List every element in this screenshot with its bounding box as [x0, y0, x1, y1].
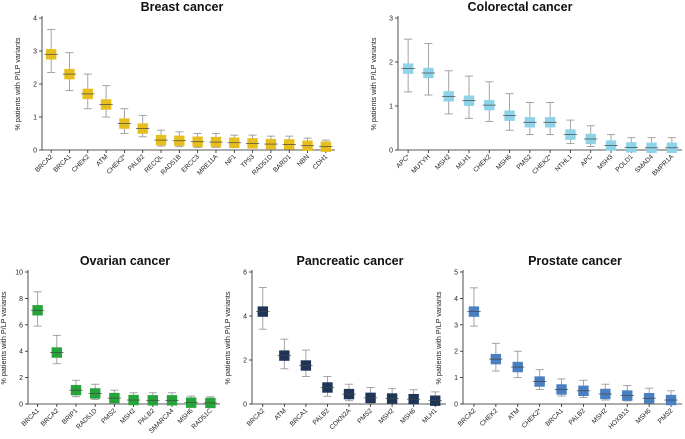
y-tick-label: 0 [19, 402, 23, 409]
y-tick-label: 1 [454, 375, 458, 382]
x-tick-label-pms2: PMS2 [657, 407, 675, 425]
x-tick-label-brca1: BRCA1 [52, 153, 73, 174]
y-tick-label: 1 [33, 115, 37, 122]
panel-breast-cancer: Breast cancer % patients with P/LP varian… [13, 0, 335, 177]
x-tick-label-brca2: BRCA2 [246, 407, 267, 428]
y-axis-label: % patients with P/LP variants [434, 291, 443, 384]
y-axis-label: % patients with P/LP variants [13, 37, 22, 130]
x-tick-label-mre11a: MRE11A [196, 153, 220, 177]
y-tick-label: 0 [389, 148, 393, 155]
x-tick-label-msh6: MSH6 [177, 407, 195, 425]
x-tick-label-brca1: BRCA1 [544, 407, 565, 428]
panel-pancreatic-cancer: Pancreatic cancer % patients with P/LP va… [223, 254, 446, 431]
x-tick-label-nbn: NBN [296, 153, 311, 168]
x-tick-label-apc: APC [580, 153, 595, 168]
x-tick-label-pms2: PMS2 [516, 153, 534, 171]
y-tick-label: 3 [389, 16, 393, 23]
x-tick-label-msh2: MSH2 [119, 407, 137, 425]
y-axis-label: % patients with P/LP variants [369, 37, 378, 130]
x-tick-label-mlh1: MLH1 [455, 153, 473, 171]
x-tick-label-msh3: MSH3 [597, 153, 615, 171]
x-tick-label-chek2: CHEK2 [479, 407, 500, 428]
x-tick-label-rad51d: RAD51D [251, 153, 275, 177]
x-tick-label-chek2: CHEK2 [71, 153, 92, 174]
y-tick-label: 2 [389, 60, 393, 67]
x-tick-label-msh6: MSH6 [399, 407, 417, 425]
x-tick-label-cdkn2a: CDKN2A [329, 407, 353, 431]
x-tick-label-mlh1: MLH1 [421, 407, 439, 425]
y-tick-label: 4 [454, 296, 458, 303]
x-tick-label-msh2: MSH2 [434, 153, 452, 171]
x-tick-label-chek2-star: CHEK2* [106, 153, 129, 176]
y-tick-label: 3 [33, 49, 37, 56]
panel-ovarian-cancer: Ovarian cancer % patients with P/LP varia… [0, 254, 220, 435]
y-tick-label: 1 [389, 104, 393, 111]
y-tick-label: 10 [15, 270, 23, 277]
chart-title: Colorectal cancer [468, 0, 573, 14]
y-tick-label: 5 [454, 270, 458, 277]
y-tick-label: 3 [454, 322, 458, 329]
x-tick-label-brca2: BRCA2 [457, 407, 478, 428]
x-tick-label-chek2-star: CHEK2* [531, 153, 554, 176]
x-tick-label-tp53: TP53 [240, 153, 256, 169]
x-tick-label-msh2: MSH2 [591, 407, 609, 425]
y-tick-label: 4 [33, 16, 37, 23]
panel-prostate-cancer: Prostate cancer % patients with P/LP vari… [434, 254, 682, 431]
y-tick-label: 2 [19, 375, 23, 382]
y-tick-label: 0 [33, 148, 37, 155]
y-tick-label: 6 [243, 270, 247, 277]
x-tick-label-brca1: BRCA1 [21, 407, 42, 428]
x-tick-label-brca2: BRCA2 [40, 407, 61, 428]
x-tick-label-rad51d: RAD51D [75, 407, 99, 431]
x-tick-label-palb2: PALB2 [568, 407, 587, 426]
y-tick-label: 4 [243, 314, 247, 321]
x-tick-label-bmpr1a: BMPR1A [651, 153, 676, 178]
x-tick-label-msh6: MSH6 [635, 407, 653, 425]
chart-title: Pancreatic cancer [296, 254, 403, 268]
x-tick-label-atm: ATM [95, 153, 109, 167]
x-tick-label-chek2-star: CHEK2* [521, 407, 544, 430]
x-tick-label-rad51c: RAD51C [190, 407, 214, 431]
chart-title: Ovarian cancer [80, 254, 170, 268]
x-tick-label-chek2: CHEK2 [472, 153, 493, 174]
x-tick-label-pold1: POLD1 [614, 153, 634, 173]
x-tick-label-atm: ATM [507, 407, 521, 421]
y-axis-label: % patients with P/LP variants [223, 291, 232, 384]
x-tick-label-rad51b: RAD51B [160, 153, 184, 177]
x-tick-label-msh6: MSH6 [495, 153, 513, 171]
panel-colorectal-cancer: Colorectal cancer % patients with P/LP va… [369, 0, 682, 178]
x-tick-label-nthl1: NTHL1 [554, 153, 574, 173]
chart-title: Prostate cancer [528, 254, 622, 268]
x-tick-label-cdh1: CDH1 [312, 153, 330, 171]
y-tick-label: 6 [19, 322, 23, 329]
x-tick-label-mutyh: MUTYH [410, 153, 432, 175]
x-tick-label-nf1: NF1 [224, 153, 238, 167]
x-tick-label-brca2: BRCA2 [34, 153, 55, 174]
y-tick-label: 0 [454, 402, 458, 409]
x-tick-label-pms2: PMS2 [356, 407, 374, 425]
x-tick-label-msh2: MSH2 [378, 407, 396, 425]
x-tick-label-palb2: PALB2 [312, 407, 331, 426]
x-tick-label-apc-star: APC* [395, 153, 412, 170]
chart-title: Breast cancer [141, 0, 224, 14]
x-tick-label-bard1: BARD1 [272, 153, 293, 174]
y-tick-label: 0 [243, 402, 247, 409]
x-tick-label-pms2: PMS2 [100, 407, 118, 425]
y-tick-label: 2 [33, 82, 37, 89]
y-tick-label: 4 [19, 349, 23, 356]
y-axis-label: % patients with P/LP variants [0, 291, 8, 384]
x-tick-label-brca1: BRCA1 [289, 407, 310, 428]
y-tick-label: 8 [19, 296, 23, 303]
y-tick-label: 2 [243, 358, 247, 365]
x-tick-label-hoxb13: HOXB13 [607, 407, 631, 431]
x-tick-label-atm: ATM [273, 407, 287, 421]
y-tick-label: 2 [454, 349, 458, 356]
